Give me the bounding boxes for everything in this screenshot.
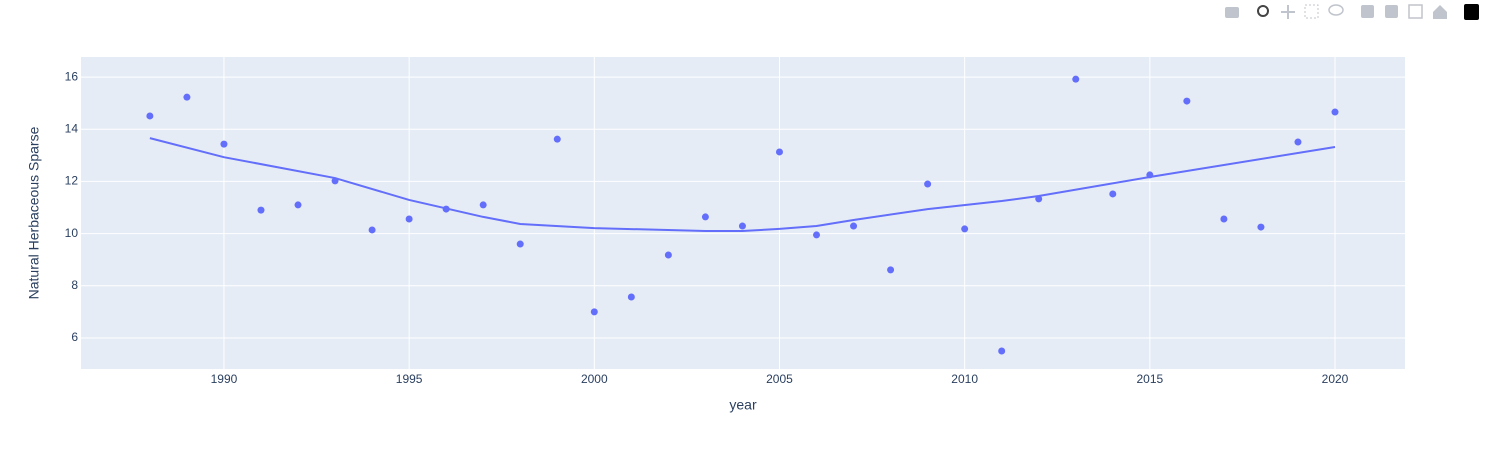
y-tick-label: 6 [71, 330, 78, 344]
data-point [887, 266, 895, 274]
data-point [368, 226, 376, 234]
y-tick-label: 14 [65, 121, 79, 135]
data-point [1072, 75, 1080, 83]
x-axis-title: year [729, 397, 757, 413]
data-point [850, 222, 858, 230]
data-point [627, 293, 635, 301]
data-point [1183, 97, 1191, 105]
data-point [664, 251, 672, 259]
data-point [961, 225, 969, 233]
x-tick-label: 2010 [951, 372, 978, 386]
box-select-button[interactable] [1304, 4, 1319, 19]
y-axis-title: Natural Herbaceous Sparse [26, 126, 42, 299]
data-point [1109, 190, 1117, 198]
data-point [257, 206, 265, 214]
zoom-out-button[interactable] [1385, 5, 1398, 18]
data-point [1257, 223, 1265, 231]
plotly-logo[interactable] [1464, 4, 1479, 20]
data-point [553, 135, 561, 143]
data-point [813, 231, 821, 239]
data-point [1294, 138, 1302, 146]
data-point [1220, 215, 1228, 223]
data-point [516, 240, 524, 248]
plot-area [81, 57, 1405, 369]
data-point [479, 201, 487, 209]
camera-button[interactable] [1225, 7, 1239, 18]
data-point [998, 347, 1006, 355]
data-point [183, 93, 191, 101]
reset-button[interactable] [1433, 5, 1447, 19]
data-point [775, 148, 783, 156]
x-tick-label: 2005 [766, 372, 793, 386]
data-point [405, 215, 413, 223]
data-point [1331, 108, 1339, 116]
data-point [924, 180, 932, 188]
y-tick-label: 12 [65, 174, 79, 188]
y-tick-label: 16 [65, 69, 79, 83]
data-point [701, 213, 709, 221]
y-tick-label: 10 [65, 226, 79, 240]
data-point [738, 222, 746, 230]
x-tick-label: 2015 [1136, 372, 1163, 386]
lasso-button[interactable] [1328, 4, 1344, 16]
x-tick-label: 1990 [211, 372, 238, 386]
x-tick-label: 2000 [581, 372, 608, 386]
data-point [146, 112, 154, 120]
data-point [590, 308, 598, 316]
zoom-button[interactable] [1257, 5, 1269, 17]
y-tick-label: 8 [71, 278, 78, 292]
x-tick-label: 1995 [396, 372, 423, 386]
modebar [1225, 4, 1479, 20]
autoscale-button[interactable] [1408, 4, 1423, 19]
pan-button[interactable] [1281, 5, 1295, 19]
trend-line [149, 137, 1336, 232]
data-point [220, 140, 228, 148]
zoom-in-button[interactable] [1361, 5, 1374, 18]
x-tick-label: 2020 [1322, 372, 1349, 386]
data-point [294, 201, 302, 209]
